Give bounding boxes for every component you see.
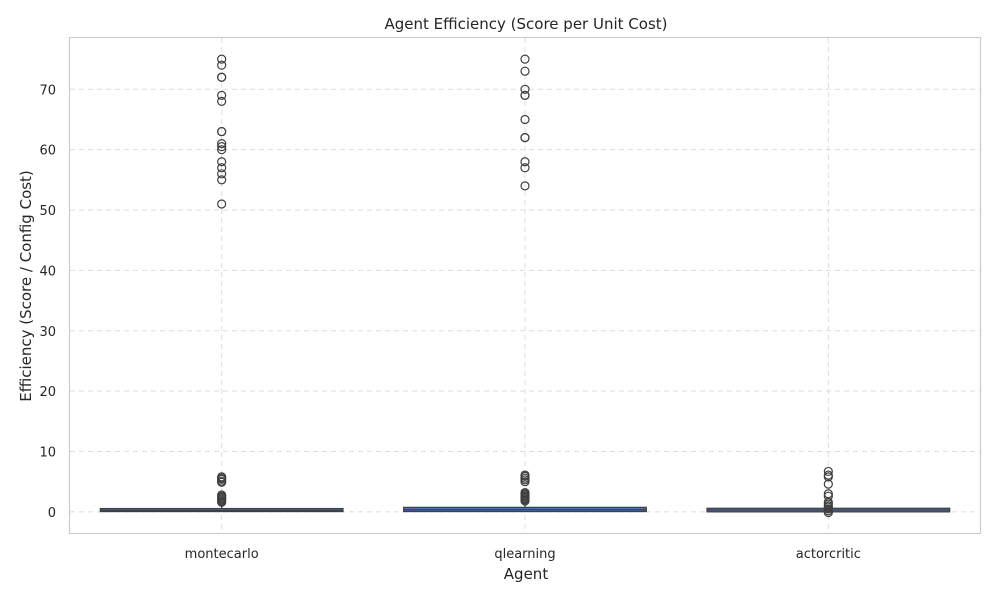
outlier-point bbox=[217, 54, 227, 64]
outlier-point bbox=[217, 157, 227, 167]
outlier-point bbox=[217, 477, 227, 487]
outlier-point bbox=[520, 181, 530, 191]
box-group-actorcritic bbox=[706, 466, 951, 518]
y-tick-label: 50 bbox=[39, 204, 56, 219]
outlier-point bbox=[520, 496, 530, 506]
chart-title: Agent Efficiency (Score per Unit Cost) bbox=[384, 15, 667, 33]
y-tick-label: 0 bbox=[48, 506, 56, 521]
outlier-point bbox=[823, 479, 833, 489]
outlier-point bbox=[520, 66, 530, 76]
outlier-point bbox=[217, 169, 227, 179]
y-tick-label: 20 bbox=[39, 385, 56, 400]
box-layer bbox=[99, 54, 951, 518]
grid-layer bbox=[70, 38, 980, 533]
x-tick-label: actorcritic bbox=[796, 547, 861, 562]
y-tick-label: 70 bbox=[39, 83, 56, 98]
outlier-point bbox=[823, 466, 833, 477]
outlier-point bbox=[520, 133, 530, 143]
outlier-point bbox=[520, 54, 530, 64]
y-tick-label: 30 bbox=[39, 325, 56, 340]
box-group-montecarlo bbox=[99, 54, 344, 513]
outlier-point bbox=[217, 139, 227, 149]
outlier-point bbox=[217, 60, 227, 70]
y-tick-label: 10 bbox=[39, 446, 56, 461]
box-group-qlearning bbox=[403, 54, 647, 513]
outlier-point bbox=[520, 114, 530, 125]
tick-layer: 0 10 20 30 40 50 60 70 montecarlo qlearning actorc… bbox=[39, 83, 860, 562]
outlier-point bbox=[217, 126, 227, 137]
outlier-point bbox=[217, 497, 227, 507]
outlier-point bbox=[217, 96, 227, 106]
x-tick-label: montecarlo bbox=[185, 547, 259, 562]
outlier-point bbox=[217, 145, 227, 155]
outlier-point bbox=[520, 163, 530, 173]
x-tick-label: qlearning bbox=[494, 547, 555, 562]
outlier-point bbox=[520, 84, 530, 94]
outlier-point bbox=[520, 157, 530, 167]
y-axis-label: Efficiency (Score / Config Cost) bbox=[17, 170, 35, 402]
outlier-point bbox=[217, 199, 227, 209]
y-tick-label: 60 bbox=[39, 144, 56, 159]
outlier-point bbox=[520, 477, 530, 487]
outlier-point bbox=[520, 90, 530, 100]
outlier-point bbox=[823, 507, 833, 518]
outlier-point bbox=[217, 142, 227, 152]
outlier-point bbox=[217, 175, 227, 185]
outlier-point bbox=[217, 72, 227, 82]
plot-frame bbox=[68, 36, 982, 535]
outlier-point bbox=[823, 472, 833, 482]
y-tick-label: 40 bbox=[39, 264, 56, 279]
outlier-point bbox=[217, 90, 227, 100]
x-axis-label: Agent bbox=[504, 565, 549, 583]
outlier-point bbox=[217, 163, 227, 173]
